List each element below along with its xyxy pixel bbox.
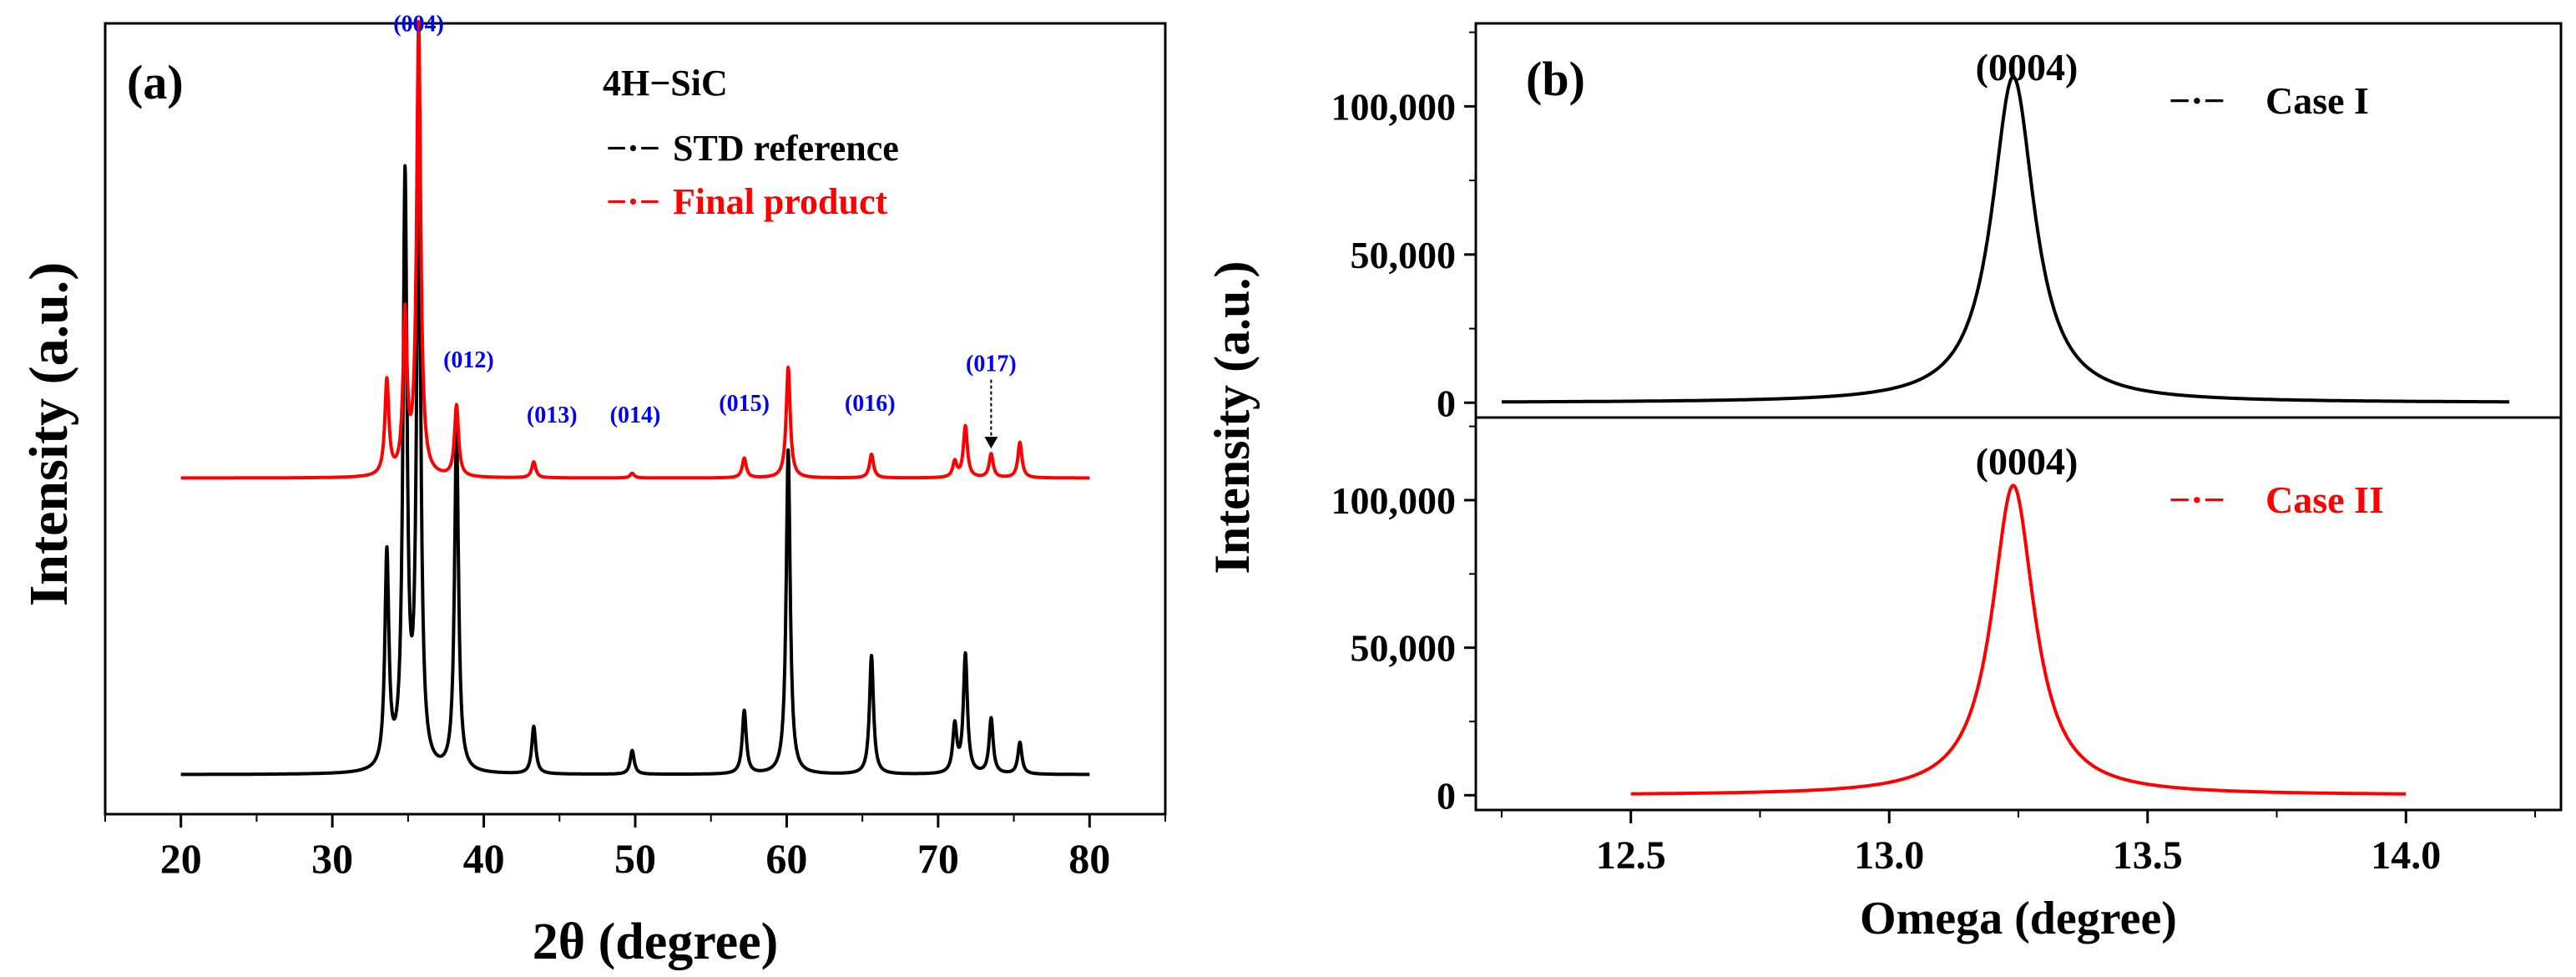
peak-annotation: (004): [393, 11, 444, 37]
panel-a-x-axis-label: 2θ (degree): [533, 914, 779, 970]
y-tick-label: 0: [1437, 774, 1456, 817]
panel-b-x-axis-label: Omega (degree): [1860, 893, 2177, 944]
peak-annotation: (015): [719, 391, 770, 417]
legend-std-label: STD reference: [673, 128, 899, 169]
series-final-product-line: [179, 19, 1091, 480]
x-tick-label: 12.5: [1596, 833, 1666, 878]
panel-b-y-axis-label: Intensity (a.u.): [1205, 261, 1260, 574]
panel-a-y-axis-label: Intensity (a.u.): [18, 262, 79, 607]
x-tick-label: 14.0: [2371, 833, 2441, 878]
panel-b-rocking-curve-chart: 0 50,000 100,000 0 50,000 100,000 12.5 13.0 13.5…: [1205, 22, 2563, 944]
peak-annotation: (017): [966, 352, 1017, 377]
panel-b-series: [1501, 74, 2510, 796]
panel-a-xrd-chart: 20 30 40 50 60 70 80 (004) (012) (013) (014) (015)…: [18, 11, 1167, 970]
x-tick-label: 50: [614, 835, 656, 882]
panel-b-bottom-peak-label: (0004): [1976, 440, 2078, 483]
panel-b-top-peak-label: (0004): [1976, 46, 2078, 89]
x-tick-label: 13.5: [2113, 833, 2183, 878]
peak-annotation: (013): [527, 402, 578, 428]
x-tick-label: 70: [917, 835, 959, 882]
series-case-1-line: [1501, 74, 2510, 404]
legend-case-2-label: Case II: [2265, 478, 2384, 521]
panel-a-legend-entry-std: −·− STD reference: [606, 128, 899, 169]
peak-annotation: (012): [443, 347, 494, 373]
y-tick-label: 50,000: [1351, 627, 1457, 670]
panel-a-legend-entry-final: −·− Final product: [606, 181, 887, 222]
legend-final-symbol: −·−: [606, 181, 660, 222]
x-tick-label: 40: [463, 835, 505, 882]
panel-a-series: [179, 19, 1091, 777]
legend-case-1-symbol: Case I: [2265, 79, 2369, 122]
series-case-2-line: [1630, 483, 2407, 796]
panel-b-legend-case-1: Case I −·−: [2169, 79, 2369, 122]
legend-case-1-marker: −·−: [2169, 79, 2225, 122]
x-tick-label: 20: [160, 835, 202, 882]
legend-final-label: Final product: [673, 181, 887, 222]
peak-annotation: (016): [845, 391, 896, 417]
panel-a-x-ticks: 20 30 40 50 60 70 80: [104, 814, 1166, 882]
x-tick-label: 60: [765, 835, 807, 882]
annotation-arrow-head: [984, 437, 998, 449]
panel-a-label: (a): [127, 55, 184, 109]
legend-case-2-marker: −·−: [2169, 478, 2225, 521]
y-tick-label: 0: [1437, 382, 1456, 424]
panel-a-annotations: (004) (012) (013) (014) (015) (016) (017): [393, 11, 1017, 449]
panel-a-legend-title: 4H−SiC: [603, 63, 728, 104]
panel-b-ticks: 0 50,000 100,000 0 50,000 100,000 12.5 13.0 13.5…: [1331, 31, 2537, 878]
y-tick-label: 100,000: [1331, 479, 1457, 522]
x-tick-label: 13.0: [1854, 833, 1924, 878]
panel-b-legend-case-2: Case II −·−: [2169, 478, 2384, 521]
y-tick-label: 50,000: [1351, 234, 1457, 276]
x-tick-label: 80: [1068, 835, 1110, 882]
x-tick-label: 30: [311, 835, 353, 882]
series-std-reference-line: [179, 127, 1091, 777]
peak-annotation: (014): [610, 402, 661, 428]
panel-b-label: (b): [1526, 52, 1585, 106]
legend-std-symbol: −·−: [606, 128, 660, 169]
y-tick-label: 100,000: [1331, 85, 1457, 128]
